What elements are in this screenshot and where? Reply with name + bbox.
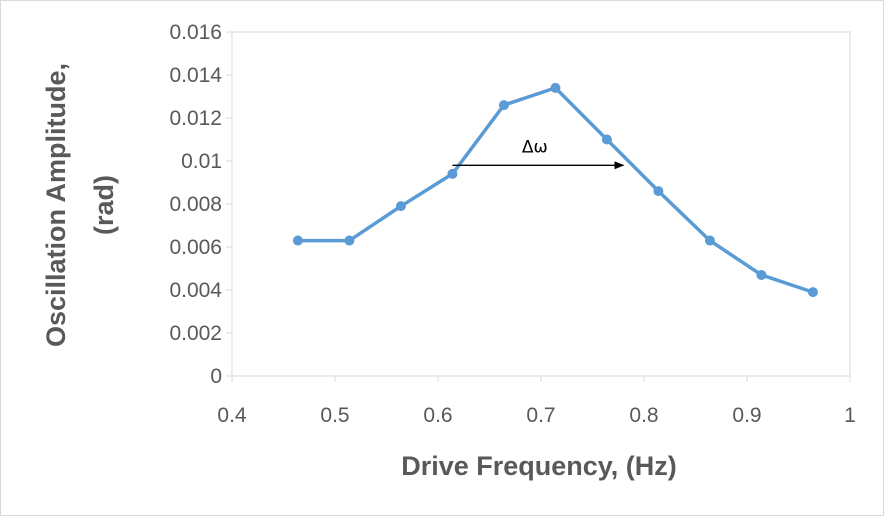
data-point [292, 235, 303, 246]
y-tick-label: 0 [210, 365, 222, 388]
x-tick-label: 0.6 [423, 404, 452, 427]
y-tick-label: 0.004 [169, 279, 222, 302]
y-tick-label: 0.016 [169, 21, 222, 44]
data-point [704, 235, 715, 246]
data-point [447, 168, 458, 179]
data-point [653, 186, 664, 197]
y-tick-label: 0.01 [181, 150, 222, 173]
x-tick-label: 0.8 [629, 404, 658, 427]
delta-omega-label: Δω [522, 137, 548, 157]
data-point [498, 100, 509, 111]
y-tick-label: 0.014 [169, 64, 222, 87]
plot-area-border [231, 31, 851, 377]
y-tick-label: 0.002 [169, 322, 222, 345]
data-point [550, 82, 561, 93]
y-axis-title-line-2: (rad) [89, 175, 119, 235]
y-tick-label: 0.012 [169, 107, 222, 130]
data-point [344, 235, 355, 246]
x-tick-label: 0.7 [526, 404, 555, 427]
axis-titles: Drive Frequency, (Hz) Oscillation Amplit… [41, 63, 677, 481]
data-series [292, 82, 818, 298]
data-point [807, 287, 818, 298]
data-point [756, 269, 767, 280]
x-tick-label: 0.4 [217, 404, 247, 427]
y-axis-title-line-1: Oscillation Amplitude, [41, 63, 71, 347]
y-tick-label: 0.008 [169, 193, 222, 216]
x-tick-label: 1 [844, 404, 856, 427]
annotations: Δω [452, 137, 625, 170]
series-line [296, 86, 815, 294]
x-axis-title: Drive Frequency, (Hz) [401, 451, 677, 481]
x-tick-label: 0.9 [732, 404, 761, 427]
axes [231, 31, 851, 377]
data-point [395, 201, 406, 212]
data-point [601, 134, 612, 145]
x-tick-label: 0.5 [320, 404, 349, 427]
tick-labels: 0 0.002 0.004 0.006 0.008 0.01 0.012 0.014 0.016… [169, 21, 855, 427]
y-tick-label: 0.006 [169, 236, 222, 259]
